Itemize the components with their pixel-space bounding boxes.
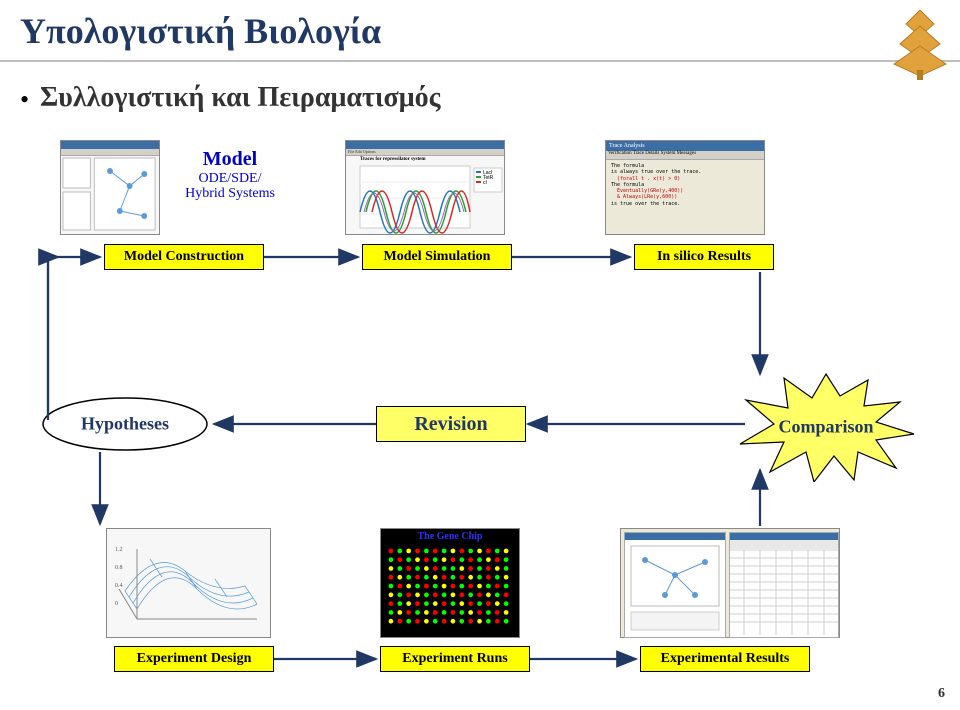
- revision-box: Revision: [376, 406, 526, 442]
- gene-chip-title: The Gene Chip: [381, 529, 519, 542]
- in-silico-thumb: Trace Analysis Verification Trace Detail…: [605, 140, 765, 235]
- thumb-inner: Trace Analysis Verification Trace Detail…: [606, 141, 764, 234]
- model-simulation-caption: Model Simulation: [362, 244, 512, 270]
- thumb-inner: [61, 141, 159, 234]
- hypotheses-ellipse: Hypotheses: [40, 396, 210, 452]
- comparison-burst: Comparison: [736, 372, 916, 482]
- experiment-design-caption: Experiment Design: [114, 646, 274, 672]
- logo-tree-icon: [890, 10, 950, 80]
- page-title: Υπολογιστική Βιολογία: [20, 10, 381, 52]
- model-construction-caption: Model Construction: [104, 244, 264, 270]
- hypotheses-label: Hypotheses: [40, 414, 210, 435]
- experiment-runs-caption: Experiment Runs: [380, 646, 530, 672]
- title-underline: [0, 60, 960, 62]
- svg-text:0.4: 0.4: [115, 583, 123, 589]
- thumb-inner: File Edit Options Traces for repressilat…: [346, 141, 504, 234]
- ode-sde-label: Model ODE/SDE/ Hybrid Systems: [170, 148, 290, 202]
- model-construction-thumb: [60, 140, 160, 235]
- experimental-results-thumb: [620, 528, 840, 638]
- comparison-label: Comparison: [736, 417, 916, 438]
- svg-text:0.8: 0.8: [115, 565, 123, 571]
- page-number: 6: [938, 686, 945, 702]
- subtitle: Συλλογιστική και Πειραματισμός: [40, 82, 440, 114]
- gene-chip-dots: [387, 547, 513, 631]
- svg-text:0: 0: [115, 601, 118, 607]
- svg-text:cI: cI: [483, 180, 487, 186]
- experiment-runs-thumb: The Gene Chip: [380, 528, 520, 638]
- subtitle-bullet: •: [20, 85, 29, 115]
- model-simulation-thumb: File Edit Options Traces for repressilat…: [345, 140, 505, 235]
- ode-label-line2: ODE/SDE/: [170, 171, 290, 186]
- svg-text:1.2: 1.2: [115, 547, 123, 553]
- in-silico-caption: In silico Results: [634, 244, 774, 270]
- ode-label-model: Model: [170, 148, 290, 171]
- ode-label-line3: Hybrid Systems: [170, 186, 290, 201]
- experimental-results-caption: Experimental Results: [640, 646, 810, 672]
- thumb-inner: [621, 529, 839, 637]
- experiment-design-thumb: 1.2 0.8 0.4 0: [106, 528, 271, 638]
